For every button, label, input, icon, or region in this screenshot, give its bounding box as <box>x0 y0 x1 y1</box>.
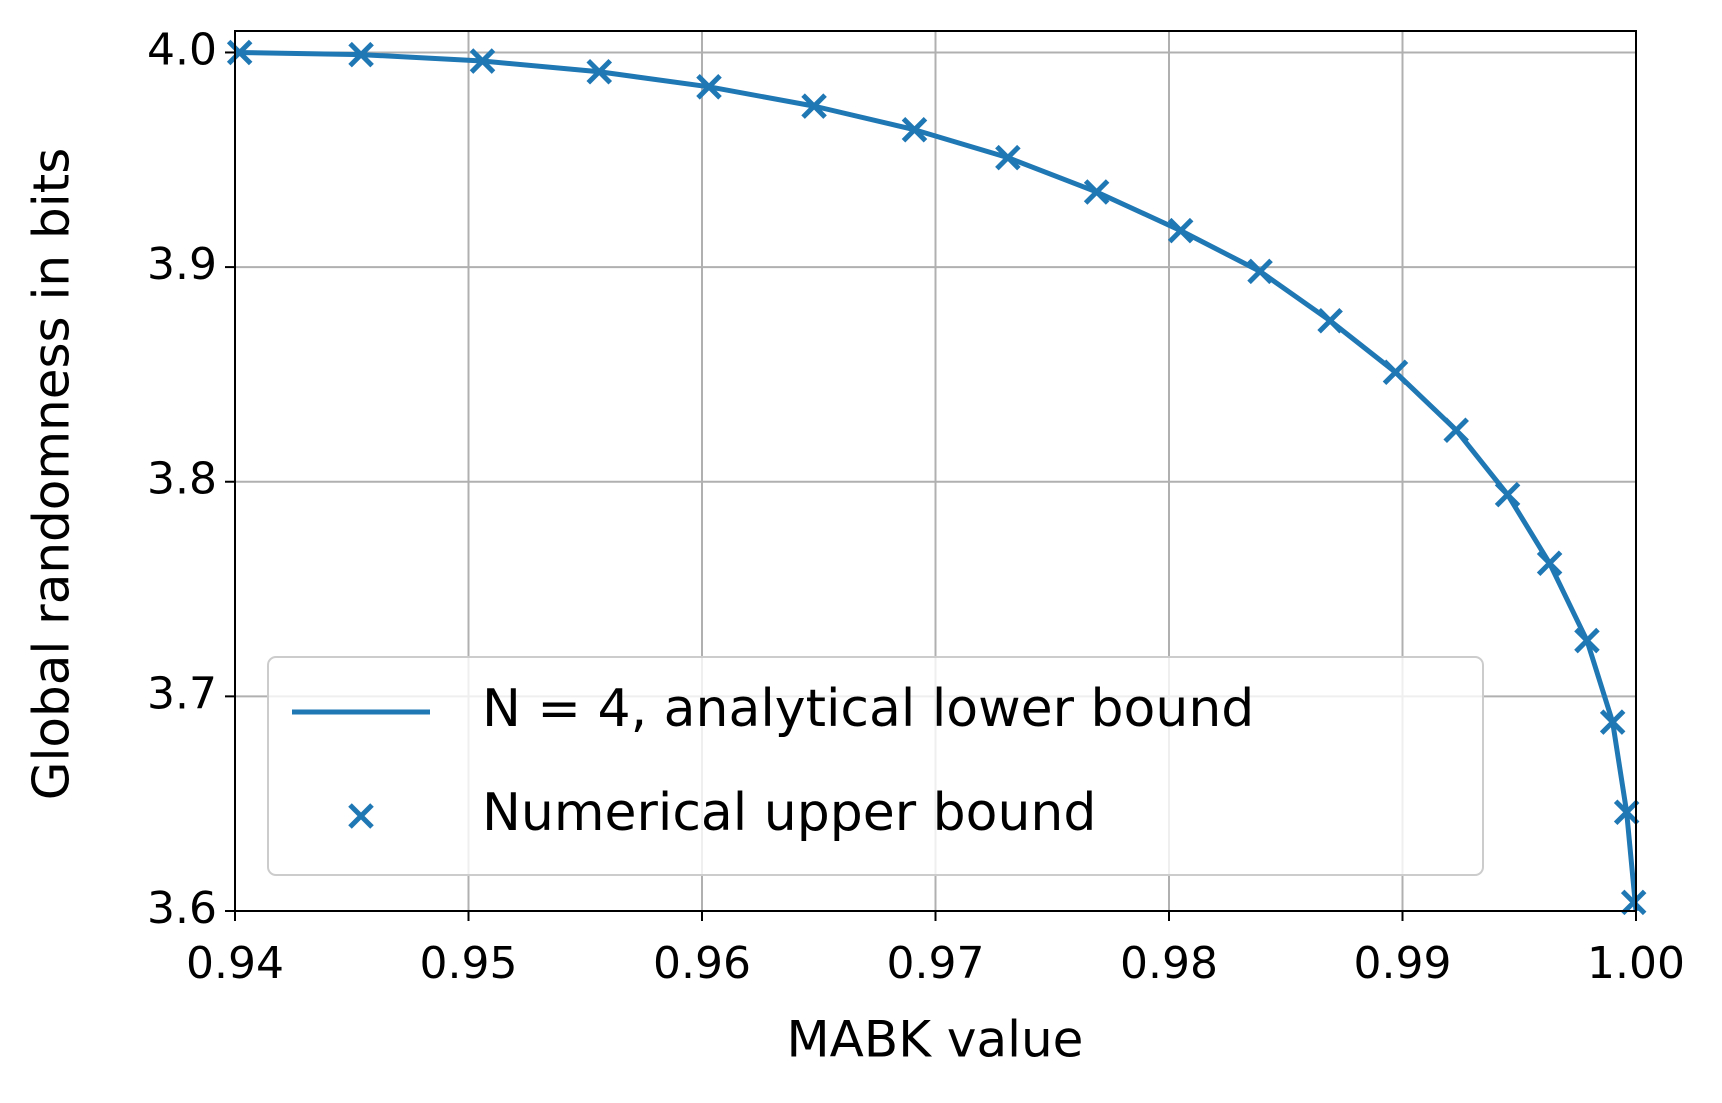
scatter-point <box>1536 550 1563 577</box>
legend-box <box>267 656 1484 876</box>
scatter-point <box>696 74 722 100</box>
ticks: 0.94 0.95 0.96 0.97 0.98 0.99 1.00 3.6 3.7 3.8 3.9… <box>147 24 1685 989</box>
line <box>234 49 1639 912</box>
x-axis-label: MABK value <box>787 1011 1084 1069</box>
scatter-point <box>469 48 496 74</box>
x-tick-label: 0.94 <box>186 938 284 989</box>
scatter-point <box>586 59 613 85</box>
y-tick-label: 3.7 <box>147 668 217 719</box>
scatter-point <box>226 39 253 66</box>
scatter-point <box>1247 258 1273 285</box>
y-tick-label: 3.8 <box>147 454 217 505</box>
legend: N = 4, analytical lower bound Numerical u… <box>267 656 1484 876</box>
x-tick-label: 0.96 <box>653 938 751 989</box>
x-tick-label: 1.00 <box>1587 938 1685 989</box>
scatter-point <box>901 116 928 143</box>
scatter-point <box>801 93 827 119</box>
scatter-point <box>1443 417 1469 443</box>
legend-marker <box>348 803 374 829</box>
x-tick-label: 0.97 <box>887 938 985 989</box>
y-axis-label: Global randomness in bits <box>23 148 81 801</box>
legend-label: Numerical upper bound <box>482 783 1096 843</box>
x-tick-label: 0.95 <box>420 938 518 989</box>
scatter-point <box>1083 179 1110 205</box>
legend-label: N = 4, analytical lower bound <box>482 679 1254 739</box>
scatter-point <box>1317 307 1343 334</box>
scatter-point <box>1620 889 1647 916</box>
y-tick-label: 3.9 <box>147 239 217 290</box>
scatter-point <box>1613 799 1640 826</box>
scatter-point <box>1382 359 1409 386</box>
y-tick-label: 3.6 <box>147 883 217 934</box>
y-tick-label: 4.0 <box>147 24 217 75</box>
scatter-point <box>1494 481 1521 508</box>
scatter-point <box>348 41 374 68</box>
scatter-point <box>995 144 1021 171</box>
scatter-point <box>1167 217 1194 244</box>
scatter-point <box>1599 709 1626 735</box>
x-tick-label: 0.98 <box>1120 938 1218 989</box>
x-tick-label: 0.99 <box>1354 938 1452 989</box>
scatter-point <box>1574 627 1600 654</box>
plot-marks <box>226 39 1647 916</box>
